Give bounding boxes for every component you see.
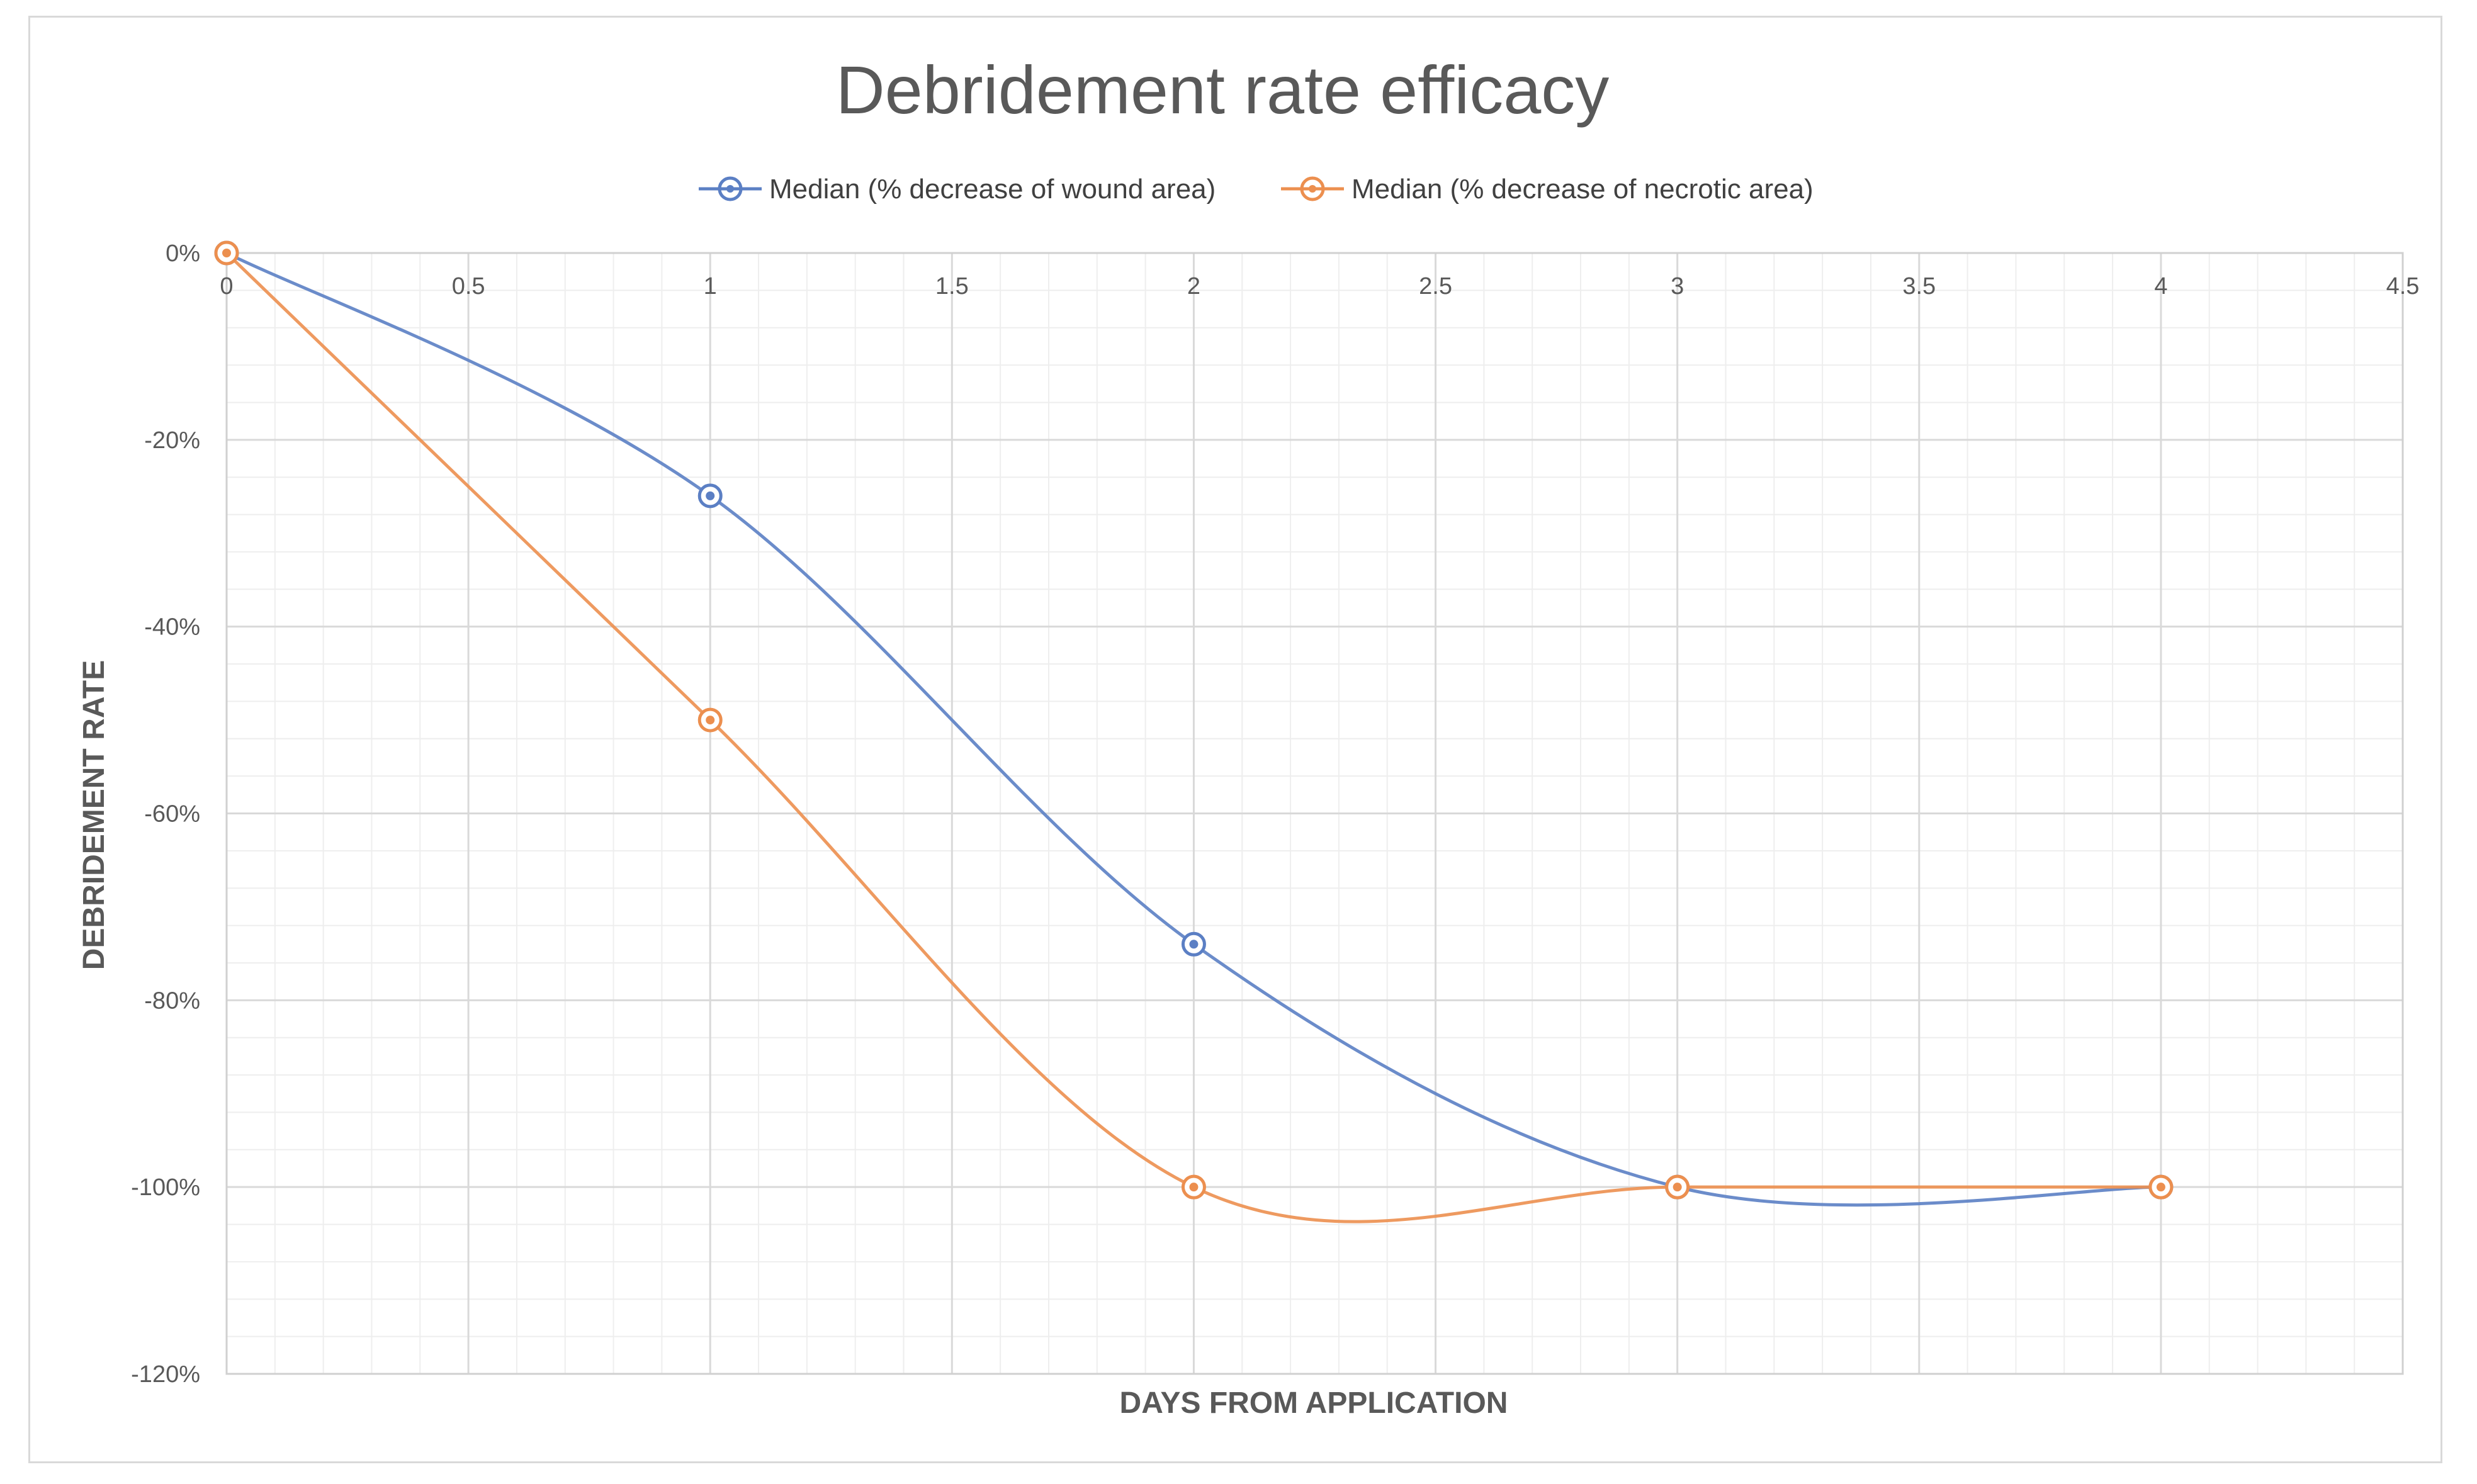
- y-axis-title: DEBRIDEMENT RATE: [77, 660, 111, 970]
- x-tick-label: 3.5: [1902, 273, 1936, 300]
- data-point-center: [706, 491, 715, 500]
- data-point-center: [1189, 1183, 1199, 1192]
- legend-marker-dot-necrotic: [1309, 185, 1316, 193]
- x-tick-label: 0.5: [452, 273, 485, 300]
- y-tick-label: -60%: [144, 801, 200, 828]
- data-point-center: [1189, 940, 1199, 949]
- legend-label-wound: Median (% decrease of wound area): [769, 174, 1216, 205]
- y-tick-label: -40%: [144, 614, 200, 641]
- plot-area-border: [225, 252, 2404, 1375]
- y-tick-label: 0%: [166, 240, 200, 267]
- series-line: [225, 251, 2161, 1207]
- x-tick-label: 4.5: [2386, 273, 2420, 300]
- x-tick-label: 0: [220, 273, 233, 300]
- data-point-center: [2156, 1183, 2165, 1192]
- legend-marker-wound: [718, 176, 743, 201]
- x-tick-label: 3: [1671, 273, 1684, 300]
- y-tick-label: -80%: [144, 987, 200, 1014]
- x-tick-label: 2: [1187, 273, 1200, 300]
- x-tick-label: 4: [2154, 273, 2167, 300]
- y-tick-label: -120%: [131, 1361, 200, 1388]
- chart-frame: [28, 16, 2442, 1463]
- y-tick-label: -20%: [144, 427, 200, 454]
- series-line: [225, 252, 2161, 1223]
- series-necrotic-area: [214, 240, 2174, 1223]
- legend: Median (% decrease of wound area) Median…: [699, 174, 1814, 205]
- legend-marker-dot-wound: [726, 185, 734, 193]
- gridlines: [225, 252, 2404, 1375]
- chart-title: Debridement rate efficacy: [836, 52, 1610, 128]
- legend-marker-necrotic: [1300, 176, 1325, 201]
- data-point-center: [222, 249, 231, 257]
- data-point-center: [706, 716, 715, 725]
- x-tick-label: 1.5: [935, 273, 969, 300]
- x-tick-label: 1: [704, 273, 717, 300]
- legend-label-necrotic: Median (% decrease of necrotic area): [1351, 174, 1814, 205]
- data-point-center: [1673, 1183, 1682, 1192]
- series-layer: [214, 240, 2174, 1223]
- y-tick-label: -100%: [131, 1174, 200, 1201]
- axis-ticks: 0 0.5 1 1.5 2 2.5 3 3.5 4 4.5 0% -20% -40% -60% -80% -1…: [131, 240, 2419, 1388]
- x-axis-title: DAYS FROM APPLICATION: [1120, 1386, 1508, 1420]
- x-tick-label: 2.5: [1419, 273, 1452, 300]
